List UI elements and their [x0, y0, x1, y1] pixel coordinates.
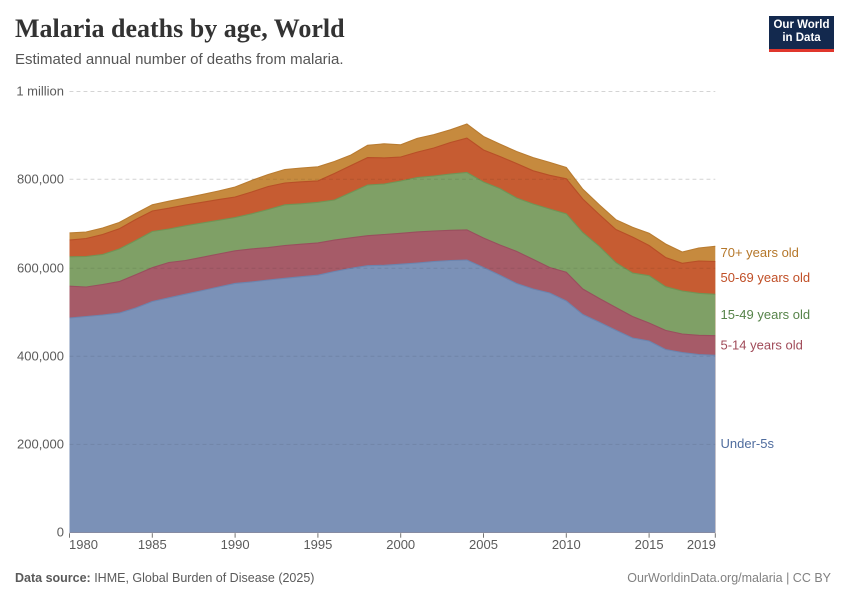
- svg-text:2010: 2010: [552, 537, 581, 552]
- svg-text:1980: 1980: [69, 537, 98, 552]
- svg-text:70+ years old: 70+ years old: [721, 245, 799, 260]
- svg-text:2005: 2005: [469, 537, 498, 552]
- svg-text:800,000: 800,000: [17, 171, 64, 186]
- svg-text:2015: 2015: [635, 537, 664, 552]
- svg-text:1990: 1990: [221, 537, 250, 552]
- svg-text:1995: 1995: [303, 537, 332, 552]
- svg-text:200,000: 200,000: [17, 437, 64, 452]
- svg-text:1985: 1985: [138, 537, 167, 552]
- svg-text:2000: 2000: [386, 537, 415, 552]
- svg-text:1 million: 1 million: [16, 84, 64, 99]
- svg-text:5-14 years old: 5-14 years old: [721, 337, 803, 352]
- svg-text:15-49 years old: 15-49 years old: [721, 307, 811, 322]
- svg-text:0: 0: [57, 525, 64, 540]
- svg-text:2019: 2019: [687, 537, 716, 552]
- svg-text:400,000: 400,000: [17, 349, 64, 364]
- svg-text:50-69 years old: 50-69 years old: [721, 270, 811, 285]
- svg-text:600,000: 600,000: [17, 261, 64, 276]
- svg-text:Under-5s: Under-5s: [721, 436, 775, 451]
